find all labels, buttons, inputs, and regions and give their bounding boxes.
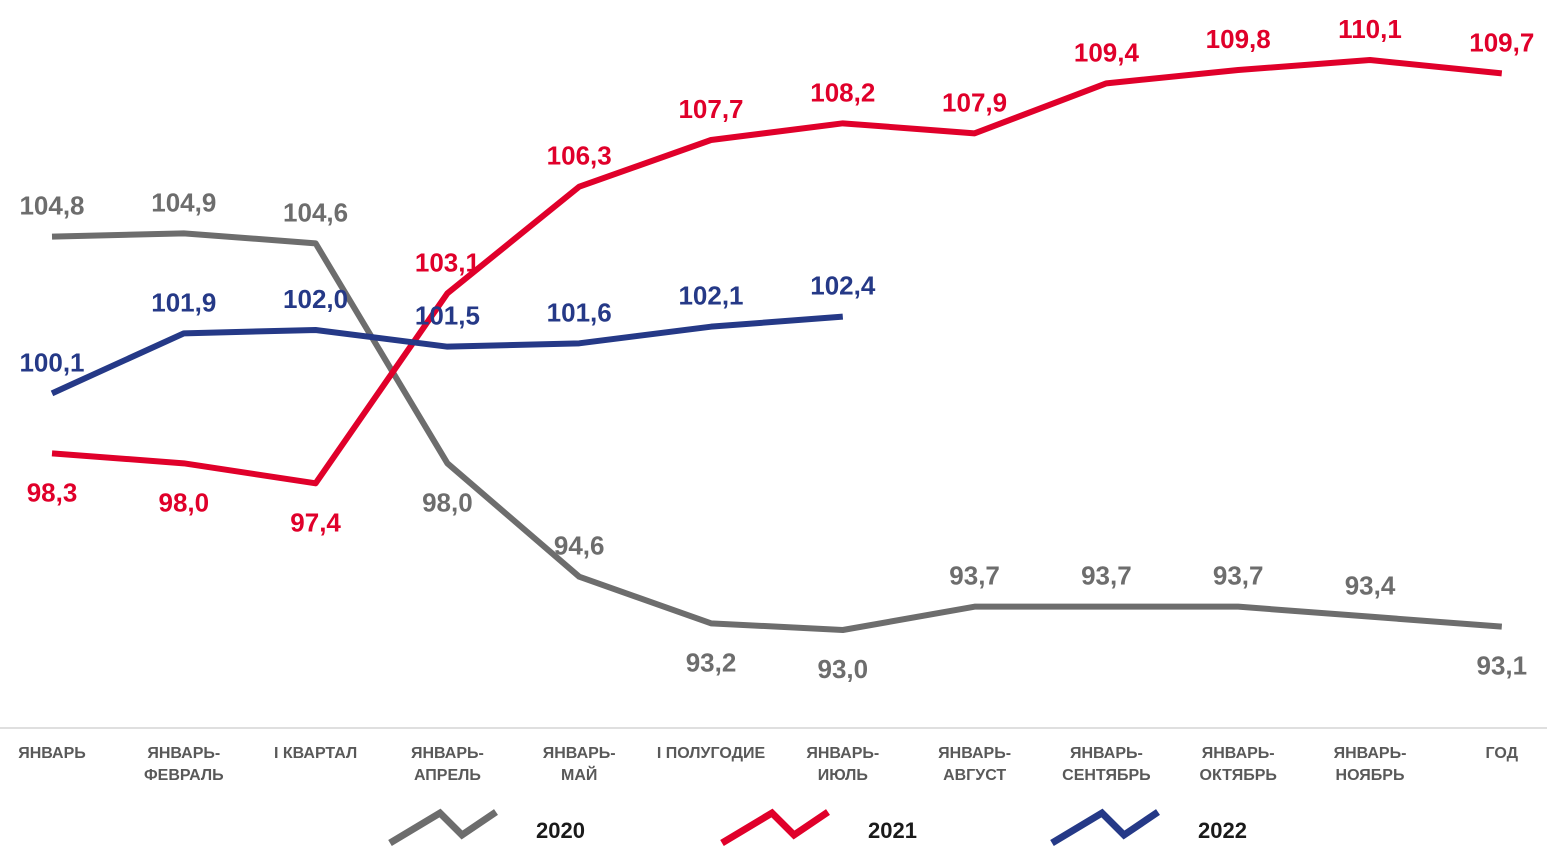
x-tick-label: ЯНВАРЬ-МАЙ — [543, 745, 616, 784]
data-label: 94,6 — [554, 531, 605, 561]
legend-swatch-2022 — [1050, 808, 1160, 846]
x-tick-label: ЯНВАРЬ-ФЕВРАЛЬ — [144, 745, 224, 784]
data-label: 107,7 — [678, 94, 743, 124]
data-label: 93,7 — [1213, 561, 1264, 591]
data-label: 98,0 — [422, 487, 473, 517]
data-label: 106,3 — [547, 141, 612, 171]
data-labels: 104,8 104,9 104,6 98,0 94,6 93,2 93,0 93,7 93,7 9… — [19, 14, 1534, 684]
data-label: 102,1 — [678, 281, 743, 311]
series-line-2021 — [51, 57, 1503, 487]
x-tick-label: ЯНВАРЬ-НОЯБРЬ — [1334, 745, 1407, 784]
data-label: 101,9 — [151, 287, 216, 317]
data-label: 102,0 — [283, 284, 348, 314]
legend-swatch-2020 — [388, 808, 498, 846]
data-label: 93,1 — [1476, 651, 1527, 681]
data-label: 104,9 — [151, 187, 216, 217]
data-label: 97,4 — [290, 507, 341, 537]
data-label: 110,1 — [1338, 14, 1402, 44]
legend-label-2022: 2022 — [1198, 818, 1247, 843]
data-label: 102,4 — [810, 271, 876, 301]
data-label: 100,1 — [19, 347, 84, 377]
x-tick-label: ЯНВАРЬ-АВГУСТ — [938, 745, 1011, 784]
x-tick-label: ЯНВАРЬ-АПРЕЛЬ — [411, 745, 484, 784]
data-label: 93,4 — [1345, 571, 1396, 601]
series-line-2020 — [51, 230, 1503, 633]
data-label: 109,8 — [1206, 24, 1271, 54]
x-tick-label: ЯНВАРЬ — [18, 745, 86, 762]
legend: 2020 2021 2022 — [388, 808, 1247, 846]
x-tick-labels: ЯНВАРЬ ЯНВАРЬ-ФЕВРАЛЬ I КВАРТАЛ ЯНВАРЬ-АПРЕ… — [18, 745, 1518, 784]
series-line-2022 — [50, 313, 844, 397]
data-label: 93,2 — [686, 647, 737, 677]
series-lines — [50, 57, 1503, 633]
data-label: 109,7 — [1469, 27, 1534, 57]
data-label: 98,3 — [27, 477, 78, 507]
x-tick-label: ГОД — [1486, 745, 1519, 762]
data-label: 93,7 — [1081, 561, 1132, 591]
data-label: 107,9 — [942, 87, 1007, 117]
legend-label-2021: 2021 — [868, 818, 917, 843]
legend-swatch-2021 — [720, 808, 830, 846]
x-tick-label: ЯНВАРЬ-ОКТЯБРЬ — [1200, 745, 1277, 784]
data-label: 93,7 — [949, 561, 1000, 591]
data-label: 104,6 — [283, 197, 348, 227]
x-tick-label: I ПОЛУГОДИЕ — [657, 745, 766, 762]
x-tick-label: I КВАРТАЛ — [274, 745, 357, 762]
data-label: 103,1 — [415, 247, 480, 277]
data-label: 104,8 — [19, 191, 84, 221]
legend-label-2020: 2020 — [536, 818, 585, 843]
data-label: 109,4 — [1074, 37, 1140, 67]
data-label: 101,5 — [415, 301, 480, 331]
data-label: 98,0 — [158, 487, 209, 517]
data-label: 101,6 — [547, 297, 612, 327]
x-tick-label: ЯНВАРЬ-ИЮЛЬ — [806, 745, 879, 784]
data-label: 108,2 — [810, 77, 875, 107]
x-tick-label: ЯНВАРЬ-СЕНТЯБРЬ — [1062, 745, 1151, 784]
data-label: 93,0 — [817, 654, 868, 684]
